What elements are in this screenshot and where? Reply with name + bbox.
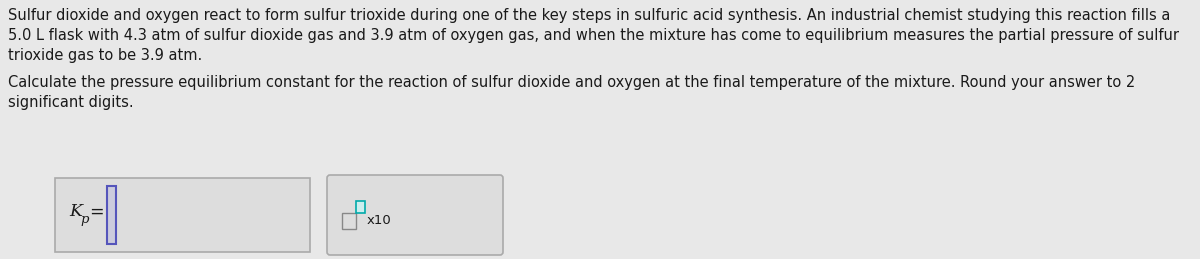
Bar	[55, 178, 310, 252]
Text: Sulfur dioxide and oxygen react to form sulfur trioxide during one of the key st: Sulfur dioxide and oxygen react to form …	[8, 8, 1170, 23]
Bar	[107, 186, 116, 244]
Text: trioxide gas to be 3.9 atm.: trioxide gas to be 3.9 atm.	[8, 48, 203, 63]
Text: x10: x10	[367, 213, 391, 227]
Text: p: p	[80, 212, 89, 226]
Bar	[356, 201, 365, 213]
Text: =: =	[89, 203, 103, 221]
Bar	[342, 213, 356, 229]
Text: significant digits.: significant digits.	[8, 95, 133, 110]
Text: 5.0 L flask with 4.3 atm of sulfur dioxide gas and 3.9 atm of oxygen gas, and wh: 5.0 L flask with 4.3 atm of sulfur dioxi…	[8, 28, 1178, 43]
Text: Calculate the pressure equilibrium constant for the reaction of sulfur dioxide a: Calculate the pressure equilibrium const…	[8, 75, 1135, 90]
Text: K: K	[70, 204, 82, 220]
FancyBboxPatch shape	[326, 175, 503, 255]
